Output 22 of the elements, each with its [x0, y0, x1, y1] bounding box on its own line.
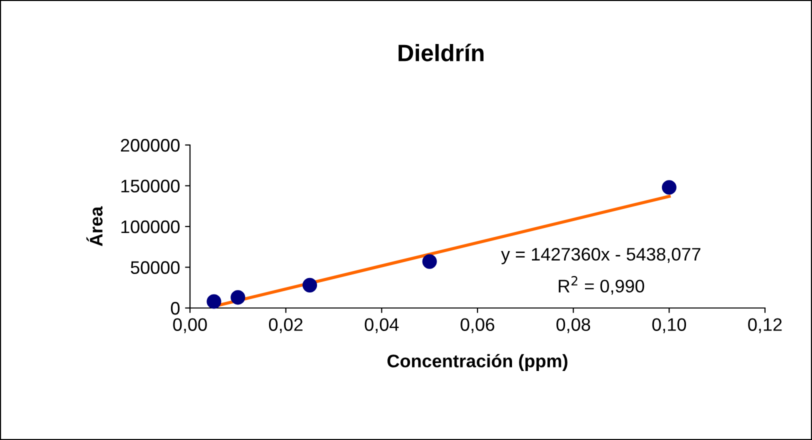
- x-tick-label: 0,06: [460, 318, 494, 334]
- annotation: R$^{2}$ = 0,990: [558, 276, 644, 295]
- x-axis-title: Concentración (ppm): [387, 354, 568, 371]
- x-tick-label: 0,02: [268, 318, 302, 334]
- x-tick-label: 0,04: [364, 318, 399, 334]
- y-tick-label: 0: [170, 302, 180, 315]
- y-tick-label: 50000: [130, 261, 180, 274]
- y-tick-label: 200000: [120, 138, 180, 152]
- point: [422, 254, 437, 269]
- point: [302, 278, 318, 292]
- chart-title: Dieldrín: [398, 44, 484, 62]
- x-tick-label: 0,10: [652, 318, 686, 334]
- point: [662, 180, 676, 195]
- annotation: y = 1427360x - 5438,077: [501, 248, 700, 264]
- point: [206, 294, 222, 309]
- y-tick-label: 150000: [121, 180, 180, 192]
- x-tick-label: 0,08: [556, 318, 590, 334]
- y-tick-label: 100000: [121, 220, 180, 234]
- x-tick-label: 0,12: [748, 318, 782, 334]
- x-tick-label: 0,00: [173, 318, 207, 334]
- y-axis-title: Área: [86, 206, 103, 246]
- point: [230, 290, 246, 305]
